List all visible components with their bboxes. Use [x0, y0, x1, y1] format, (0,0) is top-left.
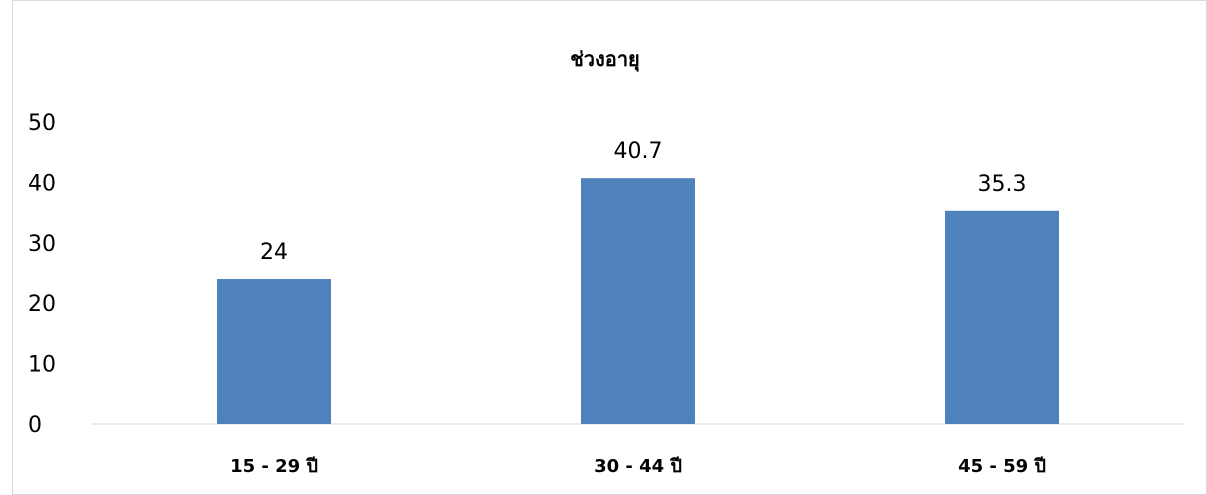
x-tick-label: 15 - 29 ปี — [230, 456, 318, 477]
bar-data-label: 40.7 — [614, 139, 663, 164]
y-tick-label: 30 — [28, 232, 56, 257]
x-tick-label: 30 - 44 ปี — [594, 456, 682, 477]
bar-data-label: 24 — [260, 240, 288, 265]
x-tick-label: 45 - 59 ปี — [958, 456, 1046, 477]
data-labels: 24 40.7 35.3 — [260, 139, 1026, 265]
bar — [217, 279, 331, 424]
y-tick-label: 10 — [28, 353, 56, 378]
bar-data-label: 35.3 — [978, 172, 1027, 197]
y-tick-label: 0 — [28, 413, 42, 438]
y-axis: 0 10 20 30 40 50 — [28, 111, 56, 438]
y-tick-label: 20 — [28, 292, 56, 317]
bar — [581, 178, 695, 424]
x-axis: 15 - 29 ปี 30 - 44 ปี 45 - 59 ปี — [230, 456, 1046, 477]
bars — [217, 178, 1059, 424]
y-tick-label: 40 — [28, 171, 56, 196]
bar — [945, 210, 1059, 424]
y-tick-label: 50 — [28, 111, 56, 136]
chart-title: ช่วงอายุ — [570, 47, 640, 72]
